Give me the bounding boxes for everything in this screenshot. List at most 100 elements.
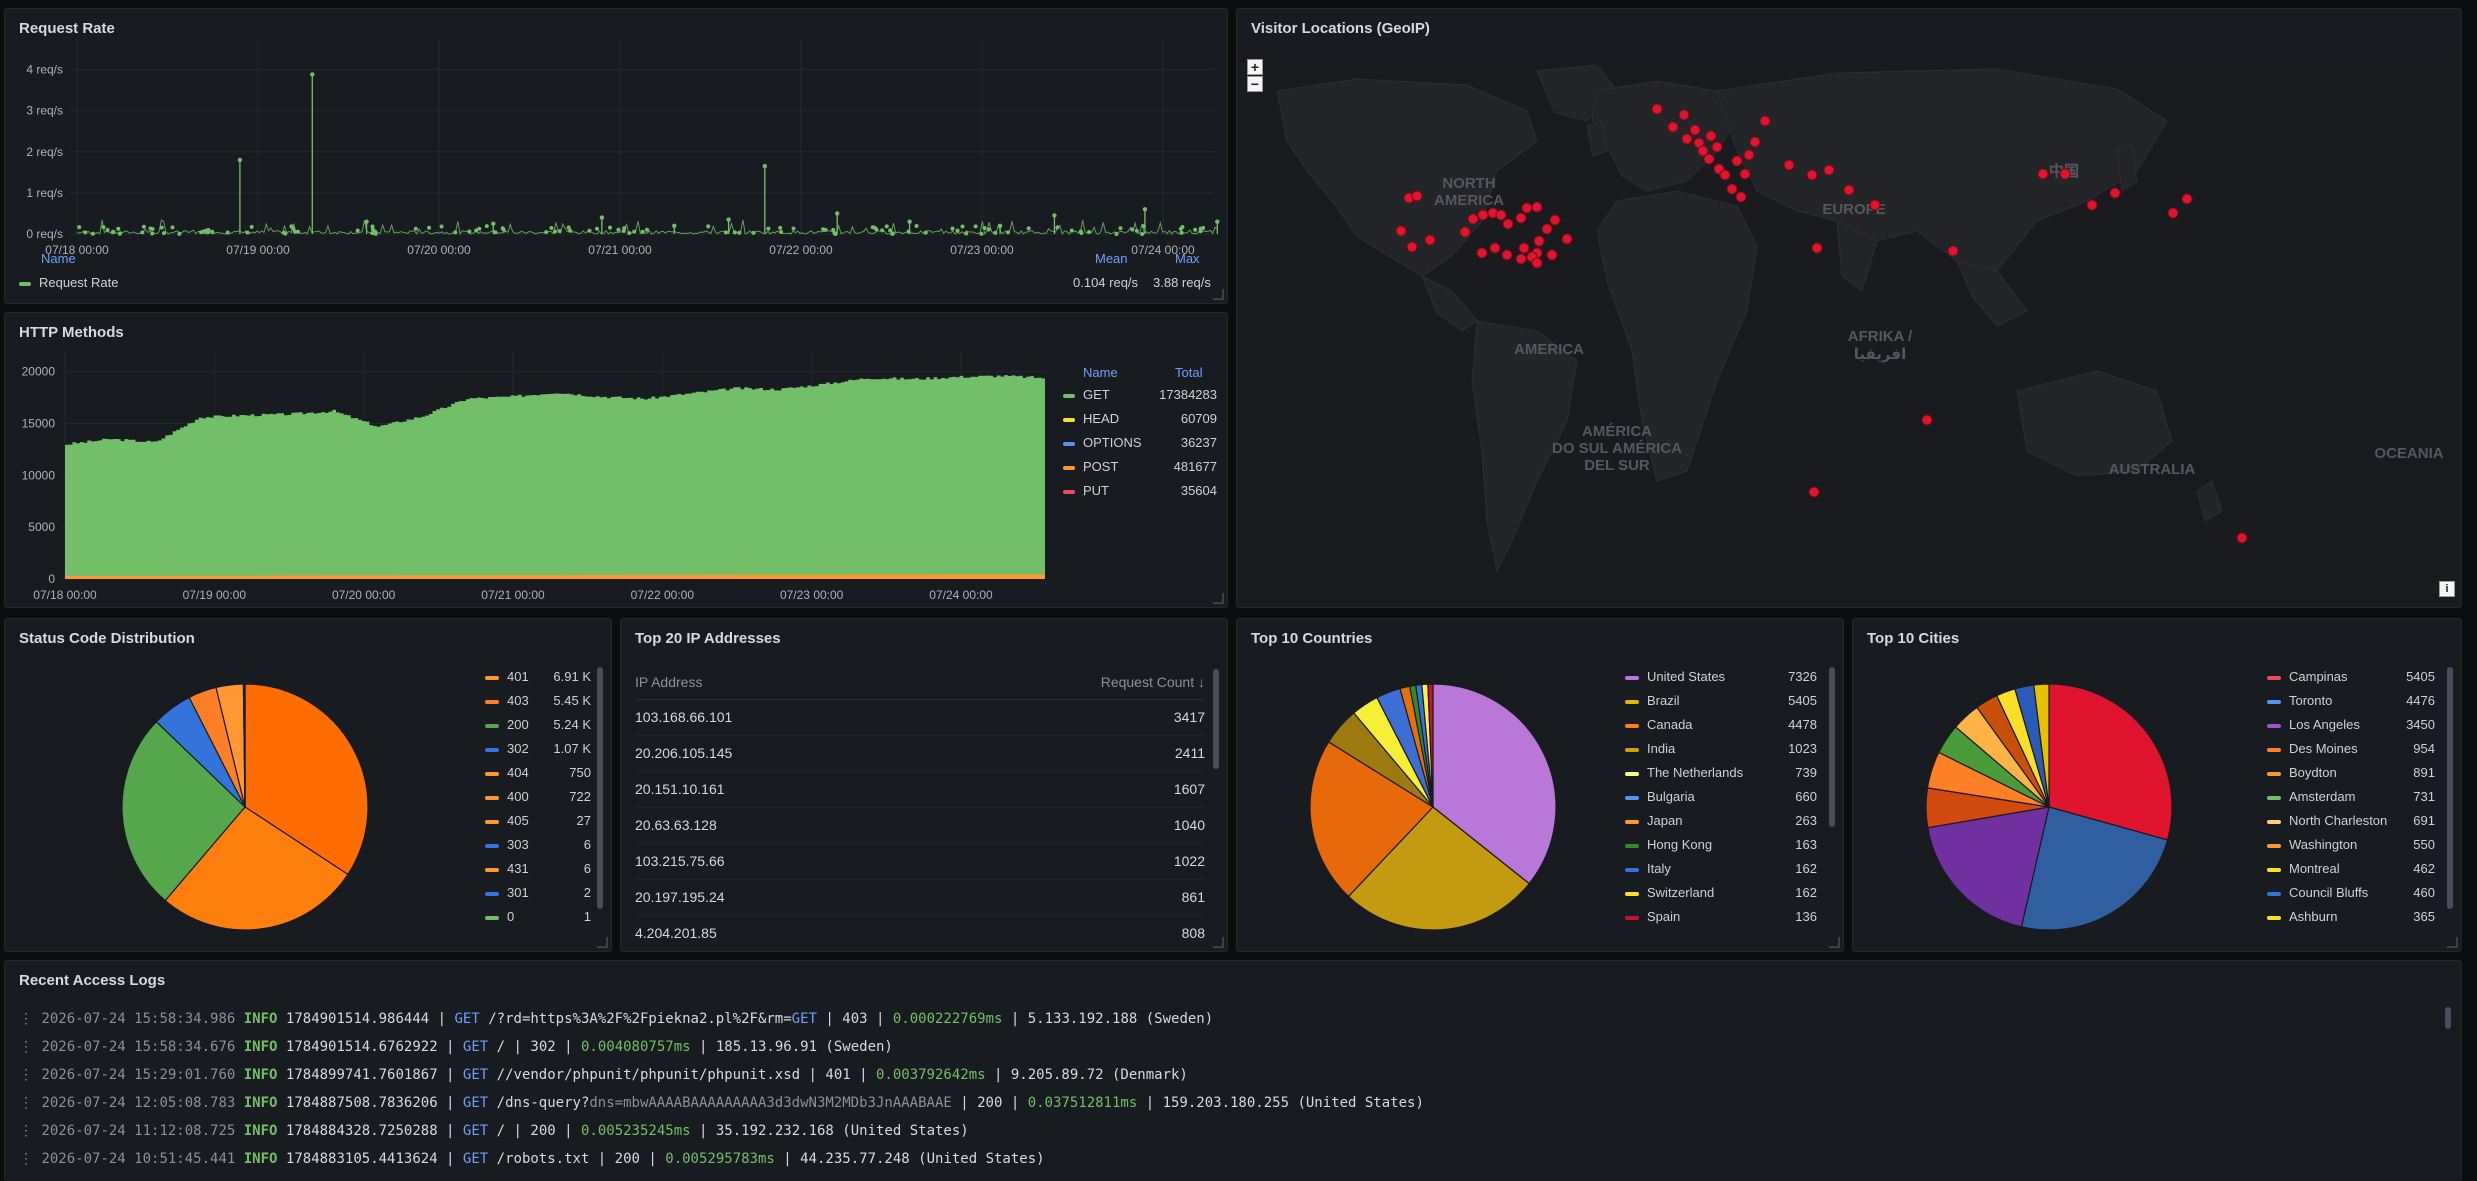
- legend-item[interactable]: Italy 162: [1625, 859, 1817, 879]
- visitor-marker[interactable]: [2167, 207, 2179, 219]
- log-menu-icon[interactable]: ⋮: [19, 1095, 42, 1111]
- visitor-marker[interactable]: [1533, 235, 1545, 247]
- status-code-panel[interactable]: Status Code Distribution 401 6.91 K 403 5.4…: [4, 618, 612, 952]
- resize-handle[interactable]: [1213, 289, 1224, 300]
- visitor-marker[interactable]: [1743, 149, 1755, 161]
- legend-item[interactable]: 301 2: [485, 883, 591, 903]
- table-row[interactable]: 4.204.201.85 808: [635, 915, 1205, 951]
- visitor-marker[interactable]: [1731, 155, 1743, 167]
- log-menu-icon[interactable]: ⋮: [19, 1151, 42, 1167]
- visitor-marker[interactable]: [2037, 168, 2049, 180]
- legend-item[interactable]: Boydton 891: [2267, 763, 2435, 783]
- legend-item[interactable]: Campinas 5405: [2267, 667, 2435, 687]
- legend-scrollbar[interactable]: [1829, 667, 1835, 827]
- visitor-marker[interactable]: [1697, 145, 1709, 157]
- visitor-marker[interactable]: [1705, 130, 1717, 142]
- log-line[interactable]: ⋮ 2026-07-24 12:05:08.783 INFO 178488750…: [19, 1095, 1424, 1111]
- visitor-marker[interactable]: [1689, 124, 1701, 136]
- top-countries-panel[interactable]: Top 10 Countries United States 7326 Brazil…: [1236, 618, 1844, 952]
- visitor-marker[interactable]: [1459, 226, 1471, 238]
- legend-row-request-rate[interactable]: Request Rate: [19, 275, 119, 290]
- zoom-out-button[interactable]: −: [1247, 76, 1263, 92]
- log-line[interactable]: ⋮ 2026-07-24 11:12:08.725 INFO 178488432…: [19, 1123, 969, 1139]
- visitor-marker[interactable]: [1561, 233, 1573, 245]
- top-ip-panel[interactable]: Top 20 IP Addresses IP Address Request C…: [620, 618, 1228, 952]
- visitor-marker[interactable]: [1476, 247, 1488, 259]
- table-scrollbar[interactable]: [1213, 669, 1219, 769]
- cities-pie-chart[interactable]: [1899, 649, 2199, 949]
- legend-header-name[interactable]: Name: [1083, 365, 1118, 380]
- countries-pie-chart[interactable]: [1283, 649, 1583, 949]
- log-menu-icon[interactable]: ⋮: [19, 1123, 42, 1139]
- legend-item[interactable]: Montreal 462: [2267, 859, 2435, 879]
- visitor-marker[interactable]: [1719, 169, 1731, 181]
- geo-map-panel[interactable]: Visitor Locations (GeoIP): [1236, 8, 2462, 608]
- legend-row-options[interactable]: OPTIONS 36237: [1063, 433, 1217, 453]
- visitor-marker[interactable]: [1411, 190, 1423, 202]
- log-line[interactable]: ⋮ 2026-07-24 15:29:01.760 INFO 178489974…: [19, 1067, 1188, 1083]
- pie-slice[interactable]: [1347, 806, 1531, 931]
- visitor-marker[interactable]: [1531, 201, 1543, 213]
- legend-item[interactable]: Toronto 4476: [2267, 691, 2435, 711]
- legend-item[interactable]: Bulgaria 660: [1625, 787, 1817, 807]
- resize-handle[interactable]: [2447, 937, 2458, 948]
- visitor-marker[interactable]: [1667, 121, 1679, 133]
- visitor-marker[interactable]: [1869, 199, 1881, 211]
- visitor-marker[interactable]: [2181, 193, 2193, 205]
- legend-item[interactable]: 302 1.07 K: [485, 739, 591, 759]
- log-line[interactable]: ⋮ 2026-07-24 15:58:34.986 INFO 178490151…: [19, 1011, 1214, 1027]
- http-methods-chart[interactable]: 0 5000 10000 15000 20000 07/18 00:00 07/19 00:…: [5, 313, 1055, 608]
- visitor-marker[interactable]: [1678, 109, 1690, 121]
- legend-item[interactable]: Hong Kong 163: [1625, 835, 1817, 855]
- visitor-marker[interactable]: [1921, 414, 1933, 426]
- legend-item[interactable]: 200 5.24 K: [485, 715, 591, 735]
- status-pie-chart[interactable]: [95, 649, 395, 949]
- legend-item[interactable]: The Netherlands 739: [1625, 763, 1817, 783]
- table-row[interactable]: 20.206.105.145 2411: [635, 735, 1205, 772]
- pie-slice[interactable]: [1427, 683, 1434, 808]
- visitor-marker[interactable]: [2109, 187, 2121, 199]
- pie-slice[interactable]: [1309, 741, 1434, 898]
- visitor-marker[interactable]: [1823, 164, 1835, 176]
- legend-row-head[interactable]: HEAD 60709: [1063, 409, 1217, 429]
- legend-item[interactable]: 404 750: [485, 763, 591, 783]
- log-line[interactable]: ⋮ 2026-07-24 15:58:34.676 INFO 178490151…: [19, 1039, 893, 1055]
- top-cities-panel[interactable]: Top 10 Cities Campinas 5405 Toronto 4476 Los…: [1852, 618, 2462, 952]
- legend-item[interactable]: Des Moines 954: [2267, 739, 2435, 759]
- legend-row-put[interactable]: PUT 35604: [1063, 481, 1217, 501]
- visitor-marker[interactable]: [1806, 169, 1818, 181]
- legend-item[interactable]: 303 6: [485, 835, 591, 855]
- legend-header-total[interactable]: Total: [1175, 365, 1203, 380]
- legend-item[interactable]: Canada 4478: [1625, 715, 1817, 735]
- legend-item[interactable]: Japan 263: [1625, 811, 1817, 831]
- pie-slice[interactable]: [164, 806, 349, 931]
- legend-header-name[interactable]: Name: [41, 251, 76, 266]
- legend-item[interactable]: North Charleston 691: [2267, 811, 2435, 831]
- log-menu-icon[interactable]: ⋮: [19, 1039, 42, 1055]
- visitor-marker[interactable]: [1681, 133, 1693, 145]
- resize-handle[interactable]: [1829, 937, 1840, 948]
- visitor-marker[interactable]: [2059, 168, 2071, 180]
- table-row[interactable]: 20.151.10.161 1607: [635, 771, 1205, 808]
- zoom-in-button[interactable]: +: [1247, 59, 1263, 75]
- pie-slice[interactable]: [2033, 683, 2050, 808]
- visitor-marker[interactable]: [1502, 218, 1514, 230]
- legend-scrollbar[interactable]: [2447, 667, 2453, 909]
- visitor-marker[interactable]: [1726, 183, 1738, 195]
- log-menu-icon[interactable]: ⋮: [19, 1011, 42, 1027]
- visitor-marker[interactable]: [1811, 242, 1823, 254]
- visitor-marker[interactable]: [1947, 245, 1959, 257]
- legend-item[interactable]: 403 5.45 K: [485, 691, 591, 711]
- request-rate-chart[interactable]: 0 req/s 1 req/s 2 req/s 3 req/s 4 req/s 07/18…: [5, 9, 1228, 304]
- visitor-marker[interactable]: [1749, 136, 1761, 148]
- pie-slice[interactable]: [2048, 683, 2173, 841]
- legend-item[interactable]: Switzerland 162: [1625, 883, 1817, 903]
- visitor-marker[interactable]: [2086, 199, 2098, 211]
- visitor-marker[interactable]: [1495, 209, 1507, 221]
- legend-item[interactable]: 431 6: [485, 859, 591, 879]
- legend-item[interactable]: Ashburn 365: [2267, 907, 2435, 927]
- legend-item[interactable]: Los Angeles 3450: [2267, 715, 2435, 735]
- logs-scrollbar[interactable]: [2445, 1007, 2451, 1029]
- visitor-marker[interactable]: [1515, 212, 1527, 224]
